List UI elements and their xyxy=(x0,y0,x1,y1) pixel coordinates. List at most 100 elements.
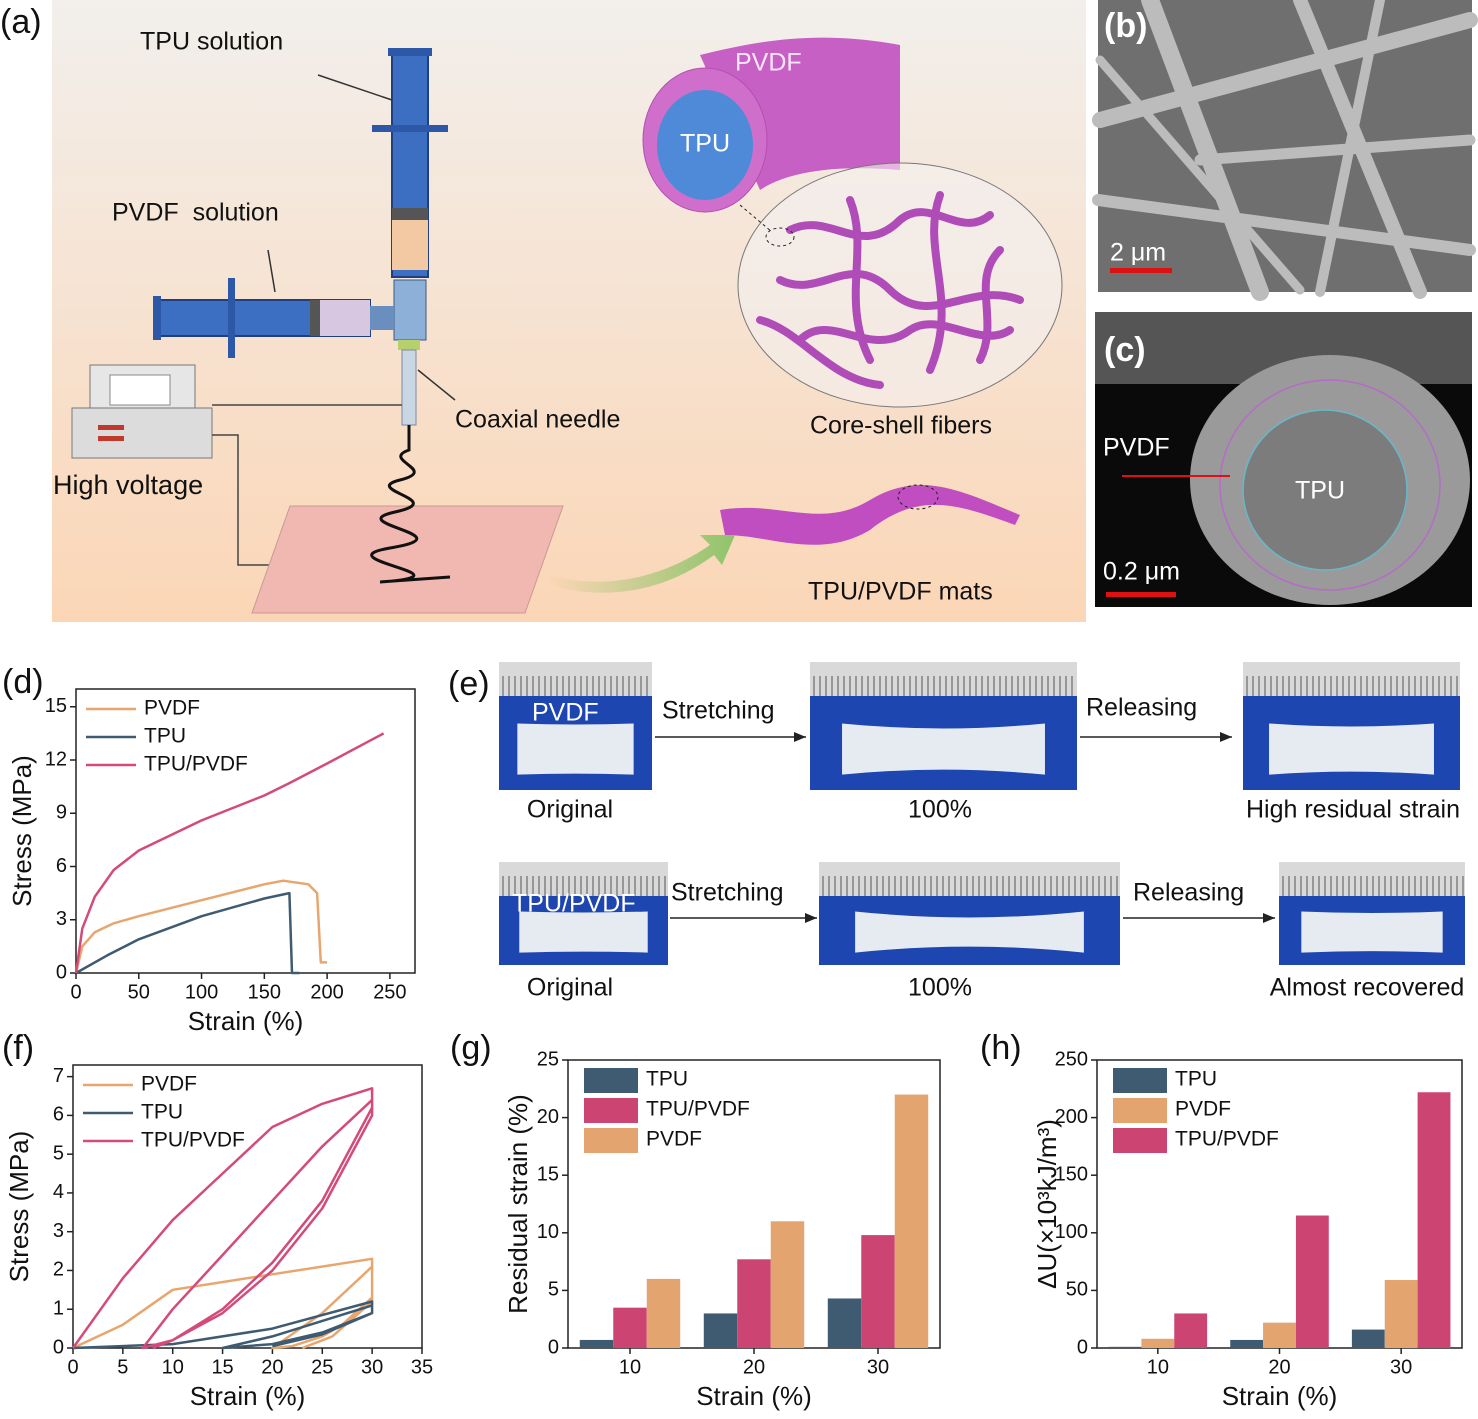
caption: Original xyxy=(527,974,613,1002)
piston xyxy=(310,300,320,336)
bar xyxy=(1230,1339,1264,1348)
arrow-head xyxy=(1263,913,1275,923)
photo xyxy=(499,862,668,965)
arrow-head xyxy=(1220,732,1232,742)
x-tick-label: 10 xyxy=(619,1356,641,1378)
ruler xyxy=(810,662,1077,696)
x-tick-label: 5 xyxy=(117,1356,128,1378)
y-tick-label: 200 xyxy=(1055,1106,1088,1128)
label: TPU xyxy=(680,130,730,158)
syringe-plunger xyxy=(153,296,161,340)
label: TPU/PVDF mats xyxy=(808,578,993,606)
x-axis-label: Strain (%) xyxy=(1222,1381,1338,1411)
arrow-head xyxy=(805,913,817,923)
scale-bar xyxy=(1106,592,1176,597)
syringe-flange xyxy=(228,278,235,358)
panel-label: (h) xyxy=(980,1029,1022,1067)
sample xyxy=(1269,723,1434,775)
sample xyxy=(842,723,1045,775)
label: Coaxial needle xyxy=(455,406,620,434)
x-axis-label: Strain (%) xyxy=(190,1381,306,1411)
bar xyxy=(827,1298,862,1348)
panel-label: (g) xyxy=(450,1029,492,1067)
scale-label: 2 μm xyxy=(1110,239,1166,267)
sample xyxy=(519,911,648,953)
sample xyxy=(1301,911,1443,953)
connector xyxy=(370,306,394,330)
x-tick-label: 250 xyxy=(373,981,406,1003)
pointer xyxy=(417,369,456,401)
step-label: Releasing xyxy=(1086,694,1197,722)
panel-label: (b) xyxy=(1104,7,1147,45)
bar xyxy=(1141,1338,1175,1348)
legend-label: TPU xyxy=(646,1068,688,1091)
y-tick-label: 0 xyxy=(53,1336,64,1358)
panel-label: (c) xyxy=(1104,331,1146,369)
x-tick-label: 10 xyxy=(1147,1356,1169,1378)
y-tick-label: 5 xyxy=(548,1279,559,1301)
label: TPU solution xyxy=(140,28,283,56)
legend-label: TPU/PVDF xyxy=(646,1098,750,1121)
sample-label: TPU/PVDF xyxy=(512,890,636,918)
ruler xyxy=(819,862,1120,896)
x-tick-label: 10 xyxy=(162,1356,184,1378)
legend-swatch xyxy=(584,1098,638,1123)
scale-bar xyxy=(1110,268,1172,273)
y-tick-label: 150 xyxy=(1055,1163,1088,1185)
process-arrow xyxy=(550,535,735,593)
mat xyxy=(720,484,1020,545)
y-tick-label: 100 xyxy=(1055,1221,1088,1243)
data-line xyxy=(71,1087,374,1350)
x-tick-label: 20 xyxy=(261,1356,283,1378)
y-tick-label: 15 xyxy=(45,695,67,717)
pointer xyxy=(267,249,276,293)
needle-joint xyxy=(398,340,420,350)
x-axis-label: Strain (%) xyxy=(188,1006,304,1036)
caption: 100% xyxy=(908,796,972,824)
bar xyxy=(894,1094,929,1348)
legend-label: TPU xyxy=(1175,1068,1217,1091)
y-tick-label: 4 xyxy=(53,1181,64,1203)
x-tick-label: 0 xyxy=(67,1356,78,1378)
arrow-head xyxy=(794,732,806,742)
photo xyxy=(819,862,1120,965)
legend-label: TPU/PVDF xyxy=(141,1129,245,1152)
sample xyxy=(517,723,634,775)
y-tick-label: 0 xyxy=(548,1336,559,1358)
x-tick-label: 200 xyxy=(310,981,343,1003)
bar xyxy=(1263,1322,1296,1348)
x-tick-label: 35 xyxy=(411,1356,433,1378)
pointer xyxy=(317,74,393,101)
y-tick-label: 1 xyxy=(53,1298,64,1320)
coaxial-needle xyxy=(401,349,417,426)
syringe-flange xyxy=(372,125,448,132)
y-axis-label: Stress (MPa) xyxy=(4,1131,34,1283)
legend-label: PVDF xyxy=(1175,1098,1231,1121)
bar xyxy=(1174,1313,1208,1348)
y-tick-label: 9 xyxy=(56,802,67,824)
panel-label: (a) xyxy=(0,3,42,41)
y-tick-label: 6 xyxy=(56,855,67,877)
panel-b: (b) 2 μm xyxy=(1092,0,1478,301)
y-axis-label: ΔU(×10³kJ/m³) xyxy=(1032,1119,1062,1289)
bar xyxy=(646,1278,681,1348)
panel-label: (e) xyxy=(448,665,490,703)
legend-label: PVDF xyxy=(144,697,200,720)
x-tick-label: 50 xyxy=(128,981,150,1003)
y-tick-label: 3 xyxy=(56,908,67,930)
shell-outline xyxy=(1219,379,1441,591)
jet xyxy=(370,425,451,584)
x-tick-label: 30 xyxy=(867,1356,889,1378)
x-tick-label: 100 xyxy=(185,981,218,1003)
legend-label: TPU/PVDF xyxy=(144,753,248,776)
plot-frame xyxy=(75,688,416,974)
meter-face xyxy=(109,374,171,406)
x-tick-label: 150 xyxy=(248,981,281,1003)
panel-a: (a) TPU solution PVDF solution Coaxial n… xyxy=(0,0,1086,622)
y-tick-label: 20 xyxy=(537,1106,559,1128)
bar xyxy=(1384,1280,1418,1348)
y-tick-label: 50 xyxy=(1066,1279,1088,1301)
caption: Almost recovered xyxy=(1270,974,1465,1002)
wire xyxy=(212,434,280,566)
x-axis-label: Strain (%) xyxy=(696,1381,812,1411)
